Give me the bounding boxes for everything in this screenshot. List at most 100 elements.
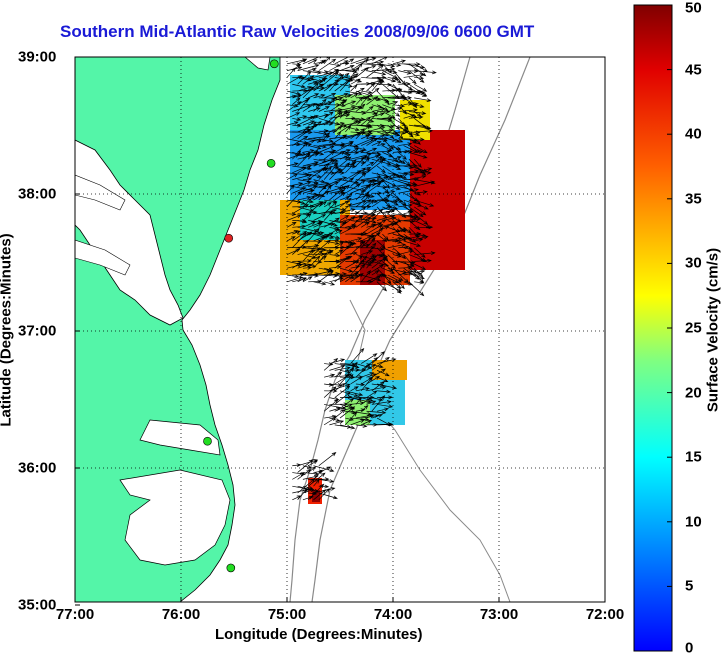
x-tick-label: 77:00 — [55, 606, 95, 623]
velocity-arrow — [297, 219, 308, 224]
velocity-arrow — [398, 203, 413, 208]
velocity-arrow — [334, 105, 356, 112]
velocity-arrow — [414, 179, 436, 185]
velocity-arrow — [366, 242, 377, 255]
velocity-arrow — [350, 237, 363, 242]
station-marker — [266, 158, 276, 168]
velocity-arrow — [361, 235, 373, 242]
velocity-arrow — [413, 213, 429, 225]
velocity-arrow — [318, 452, 337, 467]
velocity-arrow — [376, 165, 386, 174]
velocity-arrow — [387, 281, 402, 294]
x-tick-label: 72:00 — [585, 606, 625, 623]
velocity-arrow — [334, 382, 346, 392]
velocity-arrow — [414, 206, 427, 216]
velocity-arrow — [345, 390, 364, 397]
colorbar-tick-label: 20 — [685, 384, 702, 402]
velocity-arrow — [334, 366, 351, 371]
velocity-arrow — [382, 261, 394, 272]
velocity-arrow — [371, 141, 382, 146]
velocity-arrow — [366, 375, 381, 385]
velocity-arrow — [414, 145, 428, 154]
y-tick-label: 37:00 — [18, 322, 57, 340]
velocity-arrow — [382, 206, 395, 213]
velocity-arrow — [355, 206, 367, 214]
velocity-arrow — [329, 63, 342, 68]
velocity-arrow — [403, 217, 422, 222]
velocity-arrow — [334, 92, 349, 99]
velocity-arrow — [376, 172, 390, 189]
velocity-arrow — [376, 131, 390, 137]
velocity-arrow — [382, 124, 395, 129]
velocity-arrow — [339, 83, 354, 88]
velocity-arrow — [387, 199, 399, 206]
velocity-arrow — [350, 265, 361, 269]
velocity-arrow — [408, 206, 424, 218]
velocity-arrow — [398, 152, 407, 160]
velocity-arrow — [403, 169, 420, 174]
velocity-arrow — [376, 104, 389, 111]
velocity-arrow — [329, 402, 349, 407]
velocity-arrow — [414, 199, 435, 207]
velocity-arrow — [318, 166, 332, 180]
velocity-arrow — [286, 276, 304, 283]
velocity-arrow — [408, 281, 425, 297]
velocity-arrow — [313, 487, 336, 494]
velocity-arrow — [297, 272, 308, 276]
velocity-arrow — [286, 154, 300, 160]
velocity-arrow — [345, 161, 357, 167]
velocity-arrow — [398, 235, 421, 242]
velocity-arrow — [355, 216, 377, 221]
velocity-arrow — [318, 58, 337, 71]
velocity-arrow — [323, 97, 344, 106]
velocity-arrow — [392, 77, 402, 84]
velocity-arrow — [377, 407, 389, 412]
velocity-arrow — [371, 158, 392, 166]
velocity-arrow — [376, 417, 392, 426]
velocity-arrow — [355, 57, 377, 65]
velocity-arrow — [376, 281, 388, 292]
velocity-arrow — [345, 363, 360, 369]
delaware-bay-edge — [244, 57, 271, 71]
velocity-arrow — [334, 176, 348, 181]
y-tick-label: 38:00 — [18, 185, 57, 203]
velocity-arrow — [350, 84, 358, 92]
velocity-arrow — [292, 152, 303, 156]
velocity-arrow — [339, 61, 350, 66]
velocity-arrow — [355, 397, 362, 405]
velocity-arrow — [398, 186, 414, 192]
velocity-arrow — [286, 214, 302, 221]
velocity-arrow — [302, 177, 313, 182]
velocity-arrow — [371, 413, 383, 419]
velocity-arrow — [324, 240, 340, 245]
velocity-arrow — [339, 177, 355, 187]
velocity-arrow — [371, 270, 380, 276]
velocity-arrow — [387, 70, 398, 74]
station-marker — [269, 59, 279, 69]
bay-branch-2 — [75, 239, 131, 276]
velocity-arrow — [313, 179, 326, 184]
velocity-arrow — [297, 185, 318, 194]
velocity-arrow — [329, 420, 345, 426]
velocity-arrow — [398, 226, 408, 232]
colorbar-tick-label: 5 — [685, 577, 694, 595]
velocity-arrow — [324, 199, 338, 204]
velocity-arrow — [414, 238, 424, 242]
velocity-arrow — [392, 59, 407, 65]
velocity-arrow — [329, 358, 346, 364]
velocity-arrow — [324, 373, 336, 378]
velocity-arrow — [371, 253, 384, 258]
velocity-arrow — [339, 424, 356, 430]
velocity-arrow — [408, 213, 417, 220]
velocity-arrow — [308, 220, 323, 224]
velocity-arrow — [377, 273, 388, 278]
velocity-arrow — [392, 179, 413, 187]
velocity-arrow — [382, 111, 396, 119]
velocity-arrow — [355, 166, 372, 174]
velocity-arrow — [376, 124, 395, 139]
velocity-arrow — [302, 138, 322, 143]
velocity-arrow — [318, 208, 338, 215]
velocity-arrow — [318, 59, 327, 65]
velocity-arrow — [329, 226, 341, 231]
velocity-arrow — [324, 404, 347, 410]
